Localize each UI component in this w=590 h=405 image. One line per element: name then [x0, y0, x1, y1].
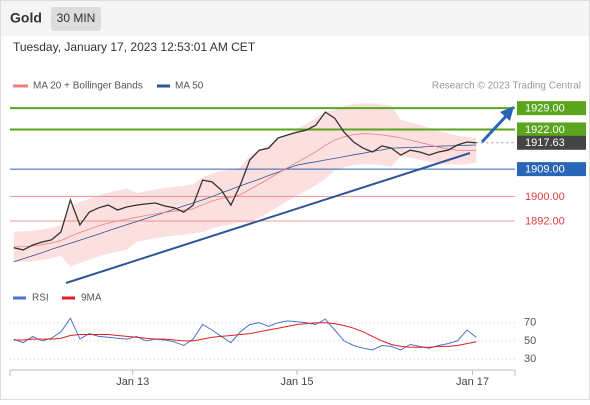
- level-label: 1929.00: [525, 103, 565, 115]
- level-label: 1892.00: [525, 215, 565, 227]
- y-tick-label: 50: [524, 335, 536, 347]
- chart-title: Gold: [10, 10, 42, 26]
- x-tick-label: Jan 17: [456, 376, 489, 388]
- legend-label: MA 20 + Bollinger Bands: [33, 81, 143, 92]
- subtitle: Tuesday, January 17, 2023 12:53:01 AM CE…: [13, 40, 256, 54]
- legend-label: MA 50: [175, 81, 204, 92]
- level-label: 1922.00: [525, 124, 565, 136]
- level-label: 1900.00: [525, 191, 565, 203]
- x-tick-label: Jan 13: [116, 376, 149, 388]
- arrow-shaft: [480, 112, 510, 144]
- level-label-box: [517, 135, 586, 150]
- ma50-line: [13, 144, 477, 263]
- y-tick-label: 30: [524, 353, 536, 365]
- level-label-box: [517, 101, 586, 116]
- legend-label: RSI: [32, 293, 49, 304]
- level-label-box: [517, 162, 586, 177]
- arrow-head: [500, 106, 514, 121]
- ma20-line: [13, 133, 477, 248]
- timeframe-badge: [51, 7, 101, 31]
- credit: Research © 2023 Trading Central: [432, 81, 581, 92]
- level-label-box: [517, 122, 586, 137]
- y-tick-label: 70: [524, 317, 536, 329]
- level-label: 1909.00: [525, 164, 565, 176]
- price-line: [13, 111, 477, 251]
- bollinger-band: [13, 103, 477, 267]
- timeframe: 30 MIN: [57, 11, 96, 25]
- rsi-line: [13, 322, 477, 348]
- legend-label: 9MA: [81, 293, 102, 304]
- x-tick-label: Jan 15: [280, 376, 313, 388]
- legend: MA 20 + Bollinger Bands MA 50 RSI 9MA: [13, 81, 204, 304]
- level-label: 1917.63: [525, 137, 565, 149]
- trend-line: [65, 152, 471, 284]
